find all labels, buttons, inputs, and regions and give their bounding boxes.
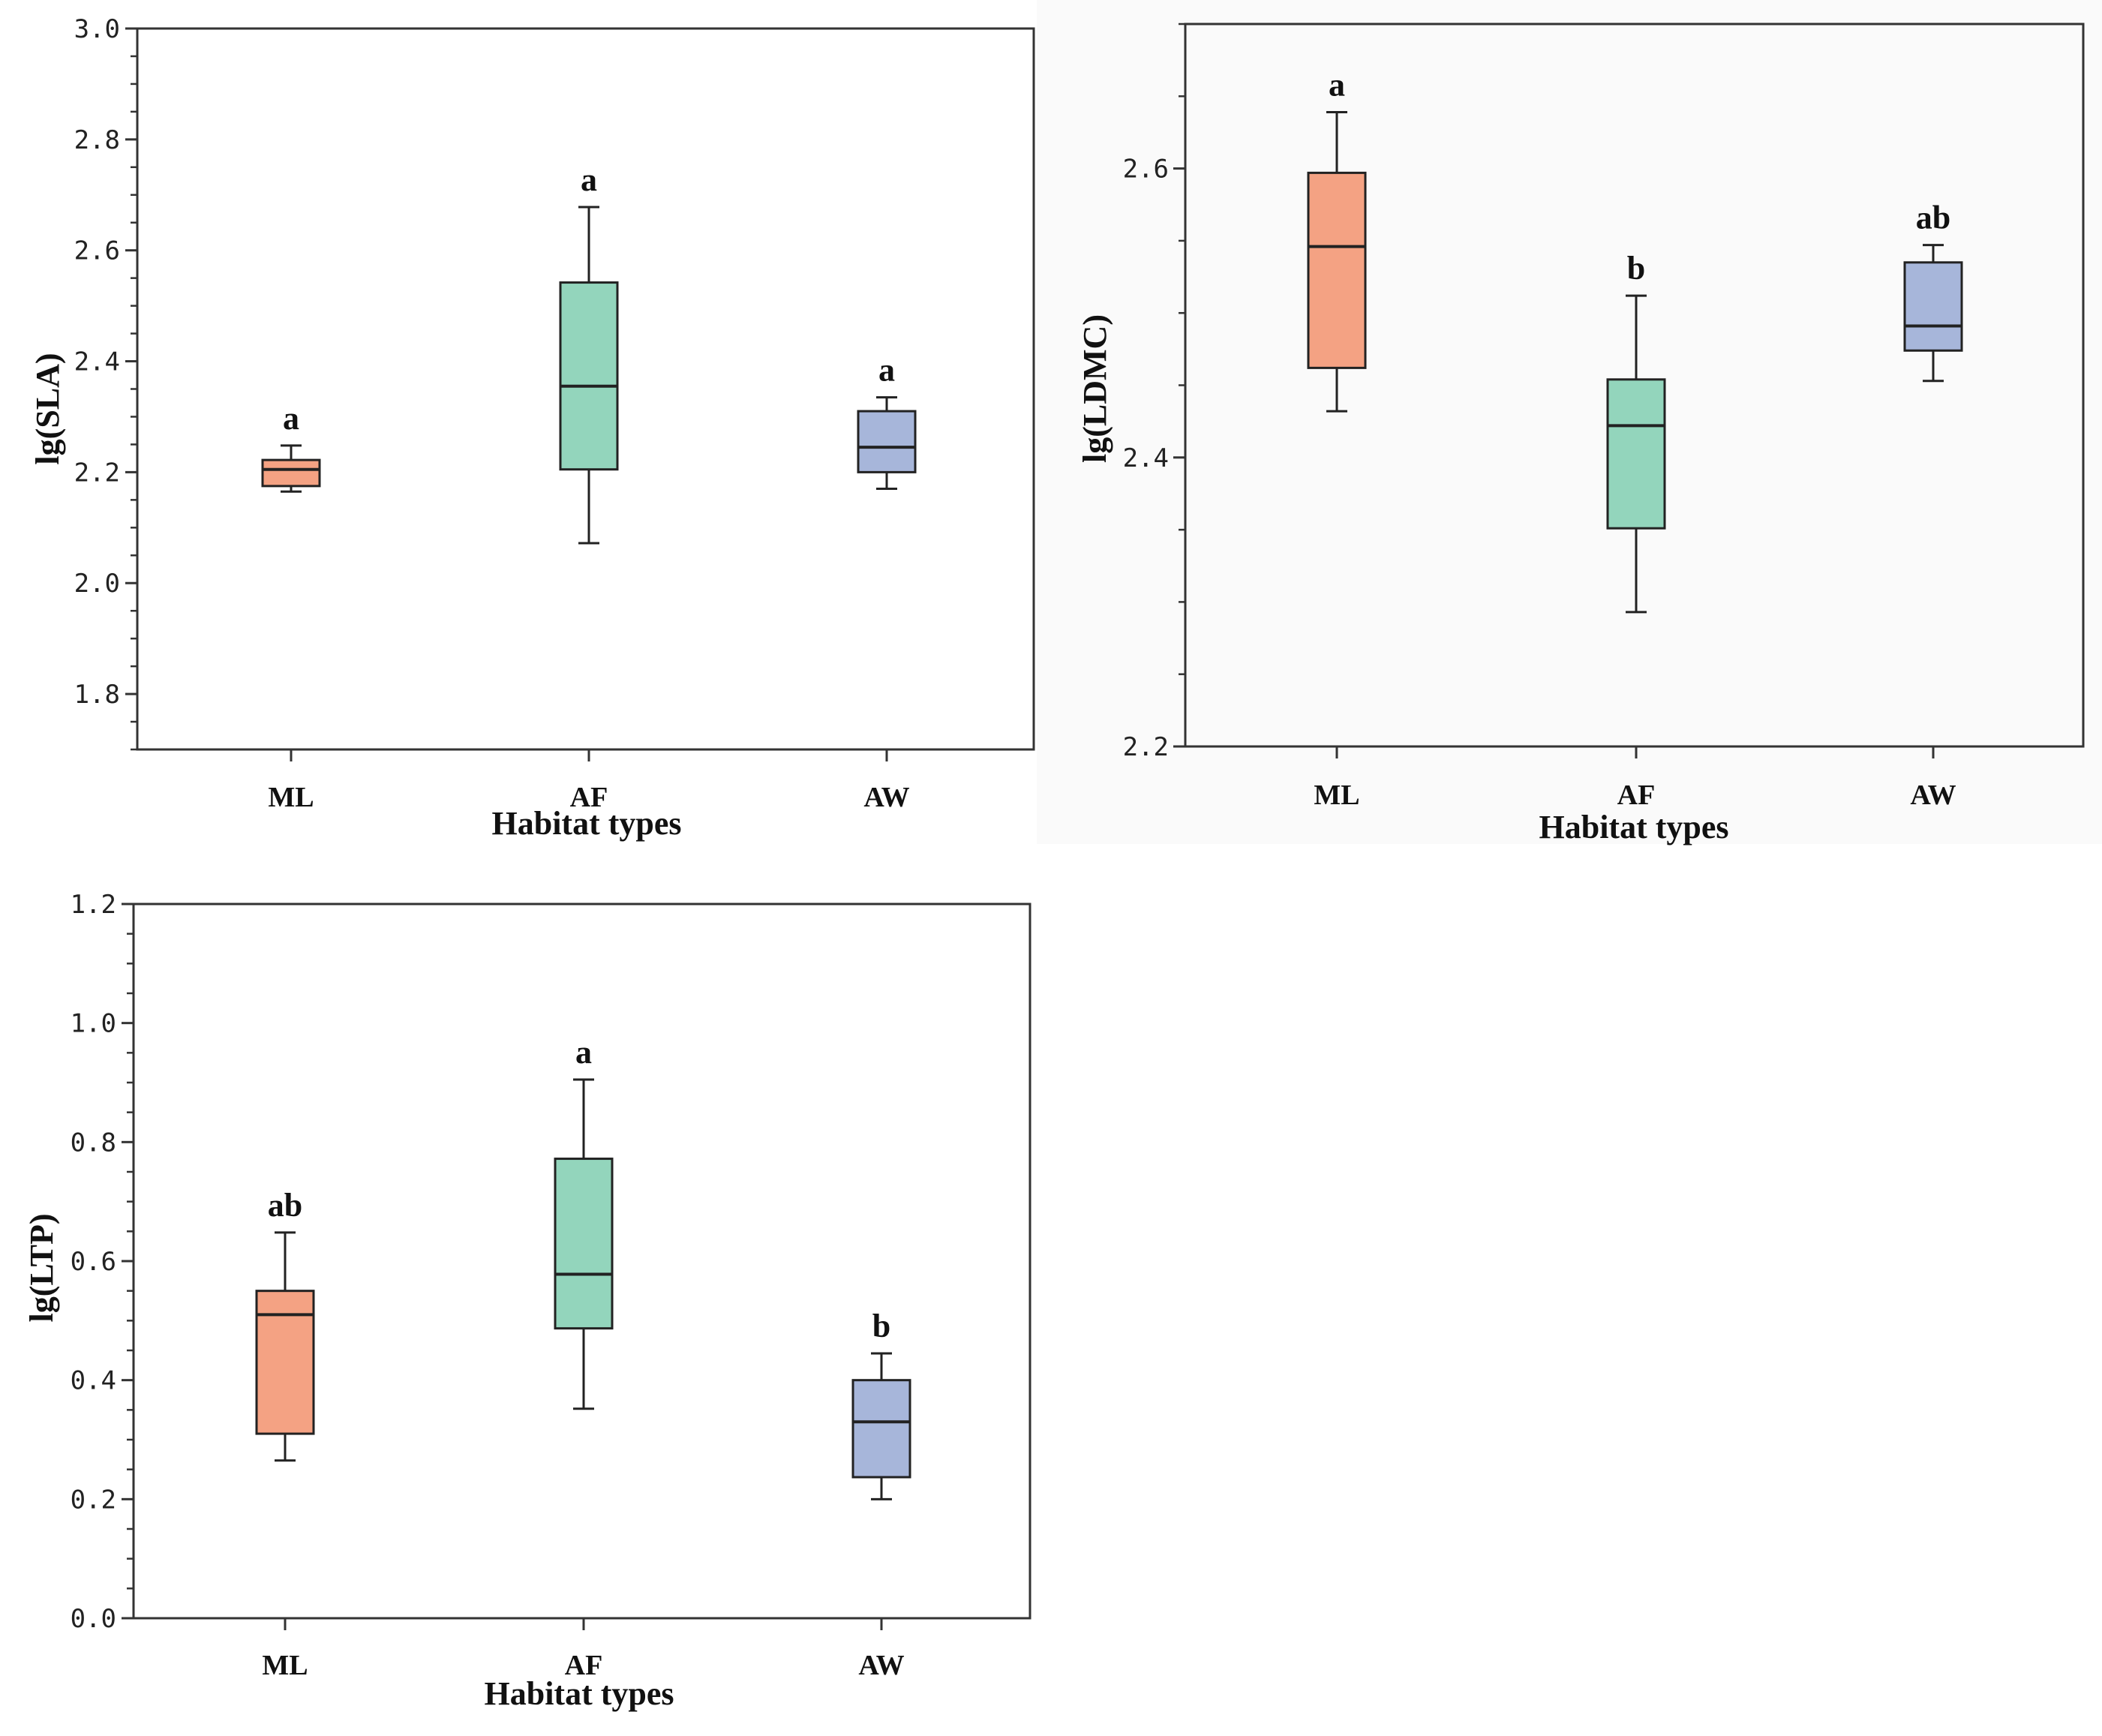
box-group-sla-ml: a	[261, 400, 321, 493]
x-tick-label-ltp-ml: ML	[262, 1650, 308, 1681]
y-tick-label-ltp: 0.0	[71, 1604, 116, 1634]
y-tick-label-ltp: 0.6	[71, 1247, 116, 1277]
box-group-ltp-aw: b	[851, 1308, 911, 1500]
box-group-sla-af: a	[559, 161, 619, 545]
x-tick-label-ldmc-ml: ML	[1314, 779, 1359, 811]
x-tick-label-ltp-aw: AW	[858, 1650, 904, 1681]
x-tick-label-ldmc-af: AF	[1617, 779, 1656, 811]
sig-label-sla-aw: a	[878, 352, 895, 389]
xlabel-ldmc: Habitat types	[1539, 809, 1729, 845]
y-tick-label-sla: 1.8	[74, 680, 120, 710]
box-sla-aw	[857, 410, 917, 473]
ylabel-sla: lg(SLA)	[29, 353, 66, 464]
box-sla-ml	[261, 458, 321, 488]
y-tick-label-sla: 2.8	[74, 125, 120, 155]
box-group-sla-aw: a	[857, 352, 917, 491]
sig-label-ltp-aw: b	[872, 1308, 890, 1344]
box-group-ltp-ml: ab	[255, 1187, 315, 1462]
x-tick-label-ltp-af: AF	[565, 1650, 603, 1681]
y-tick-label-ldmc: 2.6	[1123, 155, 1169, 185]
ylabel-ldmc: lg(LDMC)	[1077, 314, 1113, 463]
y-tick-label-sla: 2.4	[74, 347, 120, 377]
box-group-ldmc-aw: ab	[1903, 200, 1963, 383]
y-tick-label-ltp: 0.2	[71, 1485, 116, 1515]
box-group-ldmc-ml: a	[1307, 66, 1367, 413]
sig-label-ltp-af: a	[575, 1034, 592, 1071]
y-tick-label-sla: 2.6	[74, 236, 120, 266]
xlabel-sla: Habitat types	[492, 805, 682, 842]
sig-label-ldmc-ml: a	[1329, 66, 1345, 103]
ylabel-ltp: lg(LTP)	[23, 1213, 60, 1322]
box-ltp-af	[554, 1158, 614, 1330]
x-tick-label-sla-aw: AW	[863, 782, 909, 813]
xlabel-ltp: Habitat types	[485, 1675, 674, 1712]
box-ltp-ml	[255, 1290, 315, 1435]
box-ldmc-aw	[1903, 261, 1963, 352]
sig-label-sla-ml: a	[283, 400, 299, 437]
box-sla-af	[559, 281, 619, 471]
y-tick-label-ltp: 1.2	[71, 890, 116, 920]
y-tick-label-ldmc: 2.2	[1123, 732, 1169, 762]
x-tick-label-ldmc-aw: AW	[1910, 779, 1956, 811]
sig-label-ldmc-aw: ab	[1916, 200, 1950, 236]
box-ltp-aw	[851, 1379, 911, 1479]
panel-shading-ldmc	[1037, 0, 2102, 844]
y-tick-label-ltp: 0.4	[71, 1366, 116, 1396]
y-tick-label-ltp: 0.8	[71, 1128, 116, 1158]
box-group-ldmc-af: b	[1606, 250, 1666, 614]
sig-label-ltp-ml: ab	[268, 1187, 302, 1224]
x-tick-label-sla-ml: ML	[268, 782, 314, 813]
box-ldmc-ml	[1307, 171, 1367, 369]
x-tick-label-sla-af: AF	[570, 782, 608, 813]
y-tick-label-sla: 2.0	[74, 569, 120, 599]
y-tick-label-sla: 3.0	[74, 14, 120, 44]
panel-ldmc: lg(LDMC) Habitat types 2.22.42.6ML AF AWab…	[1077, 23, 2085, 845]
sig-label-ldmc-af: b	[1627, 250, 1645, 287]
y-tick-label-sla: 2.2	[74, 458, 120, 488]
box-group-ltp-af: a	[554, 1034, 614, 1410]
box-ldmc-af	[1606, 378, 1666, 530]
y-tick-label-ldmc: 2.4	[1123, 443, 1169, 473]
sig-label-sla-af: a	[581, 161, 597, 198]
panel-sla: lg(SLA) Habitat types 1.8 2.0 2.2 2.4 2.6 2.8…	[29, 14, 1035, 842]
y-tick-label-ltp: 1.0	[71, 1009, 116, 1039]
panel-ltp: lg(LTP) Habitat types 0.0 0.2 0.4 0.6 0.8 1.0…	[23, 890, 1031, 1712]
